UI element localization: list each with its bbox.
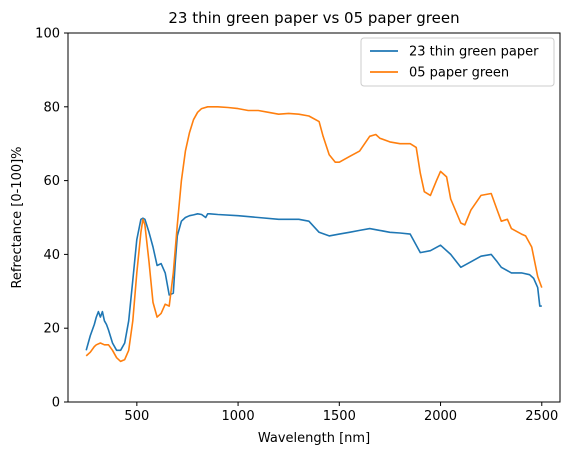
- legend-box: [360, 37, 555, 87]
- y-tick-label: 40: [43, 248, 60, 263]
- x-axis: 500 1000 1500 2000 2500: [124, 402, 558, 424]
- legend-label: 23 thin green paper: [409, 45, 539, 60]
- x-axis-label: Wavelength [nm]: [258, 431, 370, 446]
- y-tick-label: 20: [43, 322, 60, 337]
- y-tick-label: 60: [43, 174, 60, 189]
- x-tick-label: 1000: [222, 409, 255, 424]
- plot-frame: [67, 32, 561, 403]
- x-tick-label: 2000: [424, 409, 457, 424]
- chart-title: 23 thin green paper vs 05 paper green: [168, 9, 459, 27]
- series-layer: [85, 106, 543, 363]
- legend-label: 05 paper green: [409, 66, 509, 81]
- y-axis-label: Refrectance [0-100]%: [10, 146, 25, 288]
- series-line-1: [85, 213, 542, 352]
- x-tick-label: 500: [124, 409, 149, 424]
- x-tick-label: 1500: [323, 409, 356, 424]
- y-tick-label: 100: [35, 27, 60, 42]
- x-tick-label: 2500: [525, 409, 558, 424]
- y-tick-label: 80: [43, 100, 60, 115]
- y-axis: 0 20 40 60 80 100: [35, 27, 68, 411]
- y-tick-label: 0: [52, 396, 60, 411]
- series-line-2: [85, 106, 543, 363]
- legend: 23 thin green paper 05 paper green: [360, 37, 555, 87]
